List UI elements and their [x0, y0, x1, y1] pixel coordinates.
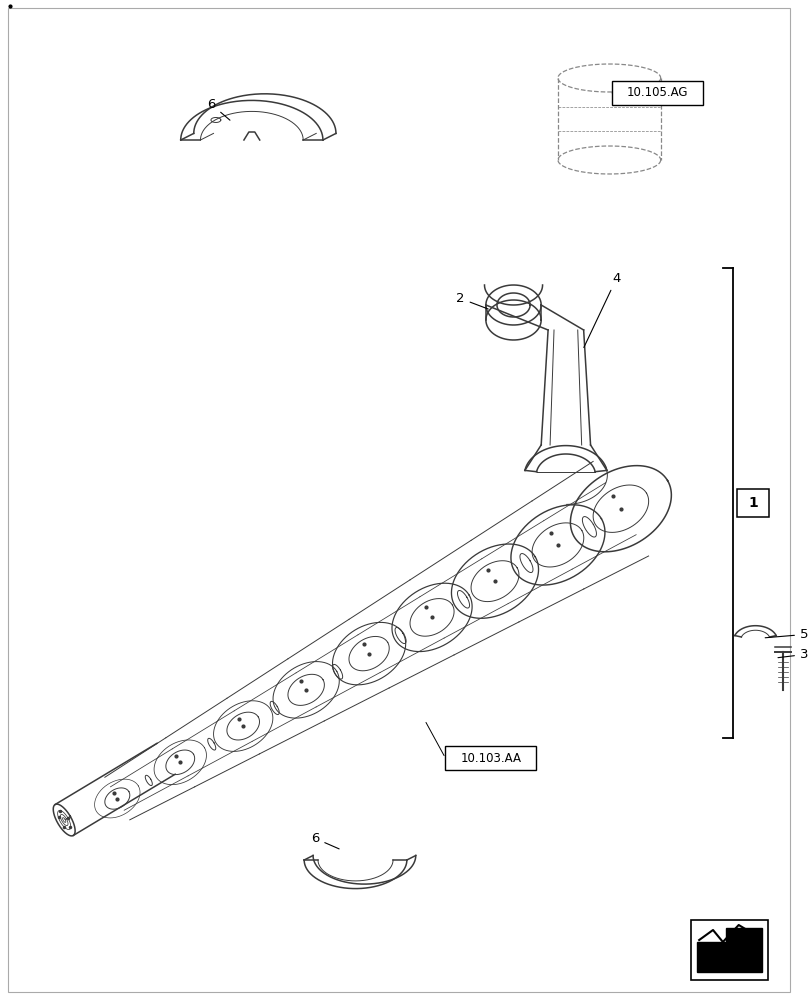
Bar	[692, 920, 768, 980]
Text: 5: 5	[765, 628, 808, 641]
Text: 4: 4	[584, 272, 621, 347]
Text: 6: 6	[208, 98, 230, 120]
Text: 6: 6	[311, 832, 339, 849]
Text: 1: 1	[748, 496, 758, 510]
Bar	[612, 81, 703, 105]
Polygon shape	[697, 928, 763, 972]
Text: 10.103.AA: 10.103.AA	[461, 752, 521, 764]
Bar	[445, 746, 537, 770]
Text: 3: 3	[778, 648, 808, 661]
Text: 2: 2	[457, 292, 488, 309]
Bar	[738, 489, 769, 517]
Text: 10.105.AG: 10.105.AG	[627, 87, 688, 100]
